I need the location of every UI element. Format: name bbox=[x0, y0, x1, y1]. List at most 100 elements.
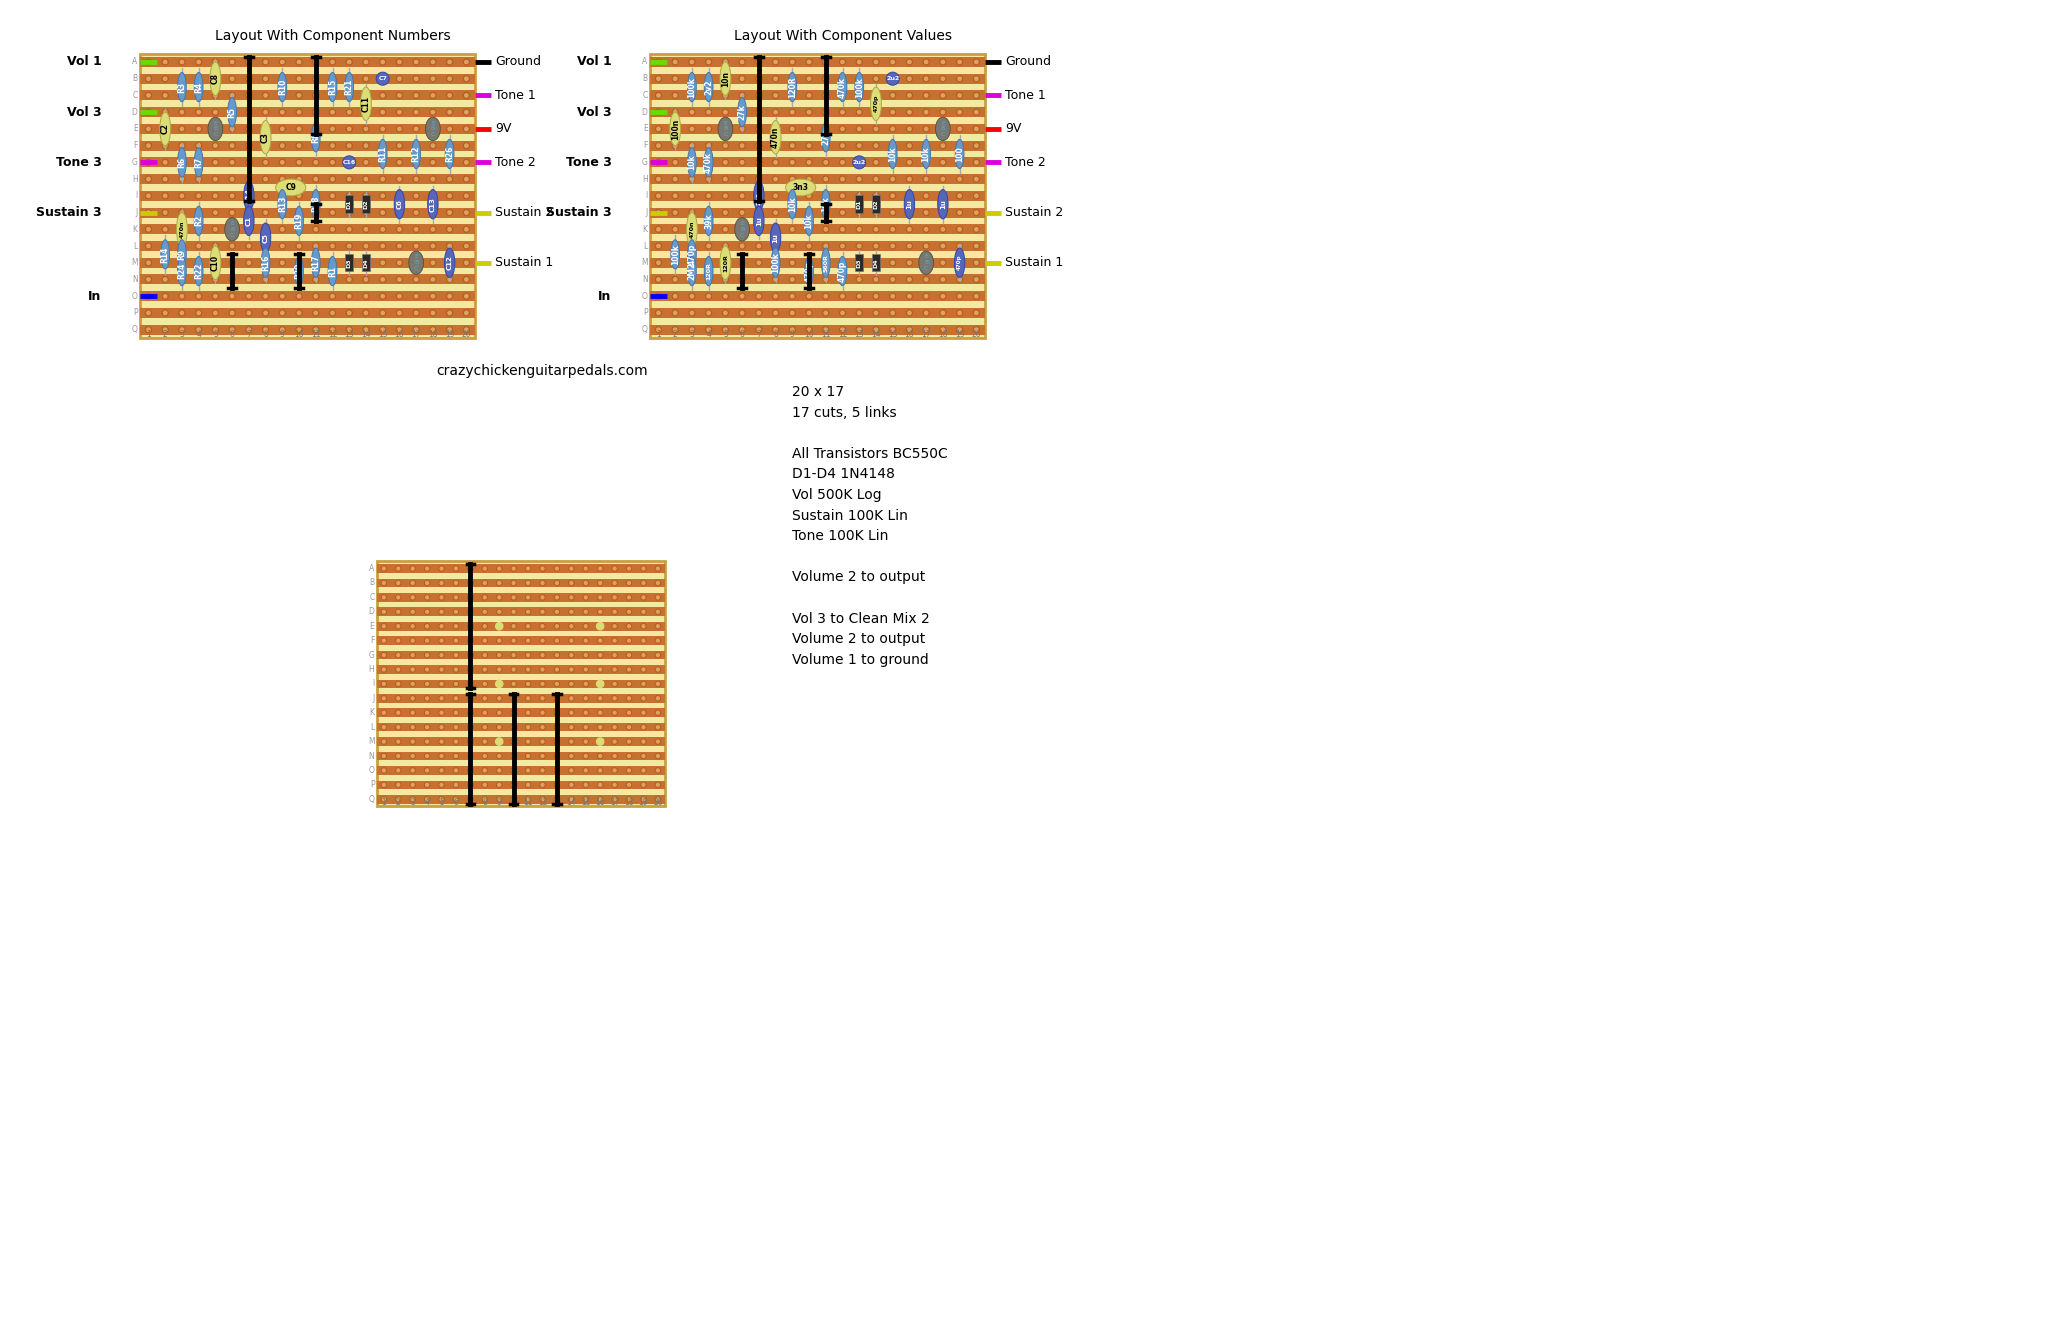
Circle shape bbox=[584, 681, 588, 687]
Circle shape bbox=[706, 109, 712, 116]
Ellipse shape bbox=[687, 213, 697, 246]
Circle shape bbox=[823, 161, 827, 164]
Ellipse shape bbox=[939, 189, 949, 218]
Circle shape bbox=[281, 128, 285, 130]
Circle shape bbox=[790, 261, 794, 265]
Ellipse shape bbox=[753, 181, 763, 210]
Text: 100n: 100n bbox=[670, 118, 679, 140]
Circle shape bbox=[807, 76, 813, 81]
Bar bbox=[378, 622, 664, 631]
Circle shape bbox=[512, 668, 516, 671]
Circle shape bbox=[398, 278, 400, 281]
Ellipse shape bbox=[312, 189, 320, 218]
Circle shape bbox=[541, 624, 545, 628]
Circle shape bbox=[347, 177, 351, 181]
Ellipse shape bbox=[378, 140, 388, 169]
Circle shape bbox=[483, 638, 487, 643]
Circle shape bbox=[281, 278, 285, 281]
Circle shape bbox=[215, 194, 217, 197]
Circle shape bbox=[613, 652, 617, 658]
Circle shape bbox=[382, 567, 386, 570]
Text: 120R: 120R bbox=[722, 254, 728, 272]
Circle shape bbox=[613, 753, 617, 759]
Circle shape bbox=[425, 797, 429, 801]
Circle shape bbox=[941, 142, 947, 149]
Circle shape bbox=[146, 193, 151, 198]
Circle shape bbox=[163, 260, 169, 266]
Circle shape bbox=[908, 294, 912, 298]
Circle shape bbox=[245, 193, 252, 198]
Circle shape bbox=[396, 209, 402, 216]
Circle shape bbox=[196, 60, 200, 64]
Circle shape bbox=[823, 326, 829, 333]
Circle shape bbox=[842, 294, 844, 298]
Circle shape bbox=[163, 294, 167, 298]
Circle shape bbox=[906, 76, 912, 81]
Circle shape bbox=[196, 210, 200, 214]
Circle shape bbox=[468, 667, 472, 672]
Circle shape bbox=[297, 278, 301, 281]
Circle shape bbox=[146, 92, 151, 98]
Circle shape bbox=[908, 278, 912, 281]
Circle shape bbox=[757, 77, 761, 80]
Circle shape bbox=[922, 209, 928, 216]
Circle shape bbox=[673, 310, 679, 315]
Circle shape bbox=[382, 245, 384, 248]
Circle shape bbox=[873, 209, 879, 216]
Circle shape bbox=[413, 126, 419, 132]
Circle shape bbox=[627, 566, 631, 571]
Circle shape bbox=[673, 261, 677, 265]
Circle shape bbox=[382, 228, 384, 232]
Circle shape bbox=[196, 209, 202, 216]
Text: E: E bbox=[231, 221, 233, 226]
Circle shape bbox=[365, 128, 367, 130]
Circle shape bbox=[212, 109, 219, 116]
Circle shape bbox=[584, 797, 588, 801]
Text: B: B bbox=[212, 126, 217, 132]
Circle shape bbox=[464, 142, 470, 149]
Circle shape bbox=[708, 144, 710, 148]
Circle shape bbox=[297, 177, 301, 181]
Circle shape bbox=[413, 244, 419, 249]
Circle shape bbox=[196, 311, 200, 314]
Circle shape bbox=[454, 753, 458, 759]
Circle shape bbox=[512, 784, 516, 787]
Circle shape bbox=[229, 326, 235, 333]
Circle shape bbox=[382, 93, 384, 97]
Circle shape bbox=[330, 244, 336, 249]
Ellipse shape bbox=[446, 140, 454, 169]
Circle shape bbox=[673, 244, 679, 249]
Circle shape bbox=[722, 209, 728, 216]
Circle shape bbox=[179, 261, 184, 265]
Circle shape bbox=[569, 638, 574, 643]
Circle shape bbox=[347, 93, 351, 97]
Circle shape bbox=[179, 161, 184, 164]
Text: J: J bbox=[371, 693, 375, 703]
Circle shape bbox=[295, 226, 301, 233]
Circle shape bbox=[281, 93, 285, 97]
Circle shape bbox=[613, 567, 617, 570]
Circle shape bbox=[526, 639, 530, 642]
Circle shape bbox=[823, 109, 829, 116]
Circle shape bbox=[146, 176, 151, 182]
Circle shape bbox=[297, 110, 301, 114]
Circle shape bbox=[673, 194, 677, 197]
Circle shape bbox=[448, 110, 452, 114]
Circle shape bbox=[314, 261, 318, 265]
Circle shape bbox=[382, 261, 384, 265]
Circle shape bbox=[922, 109, 928, 116]
Circle shape bbox=[541, 768, 545, 773]
Circle shape bbox=[439, 797, 444, 801]
Circle shape bbox=[613, 639, 617, 642]
Circle shape bbox=[974, 209, 980, 216]
Circle shape bbox=[790, 144, 794, 148]
Circle shape bbox=[415, 210, 419, 214]
Circle shape bbox=[464, 109, 470, 116]
Circle shape bbox=[627, 769, 631, 772]
Circle shape bbox=[941, 209, 947, 216]
Circle shape bbox=[642, 595, 646, 600]
Circle shape bbox=[295, 126, 301, 132]
Circle shape bbox=[526, 711, 530, 715]
Circle shape bbox=[413, 226, 419, 233]
Circle shape bbox=[724, 245, 726, 248]
